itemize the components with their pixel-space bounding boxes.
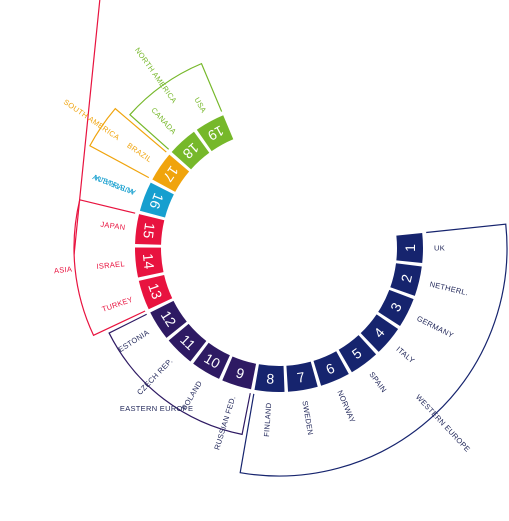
- ring-segment-2: [390, 263, 422, 296]
- segment-number-7: 7: [296, 369, 307, 386]
- ring-segment-9: [222, 356, 257, 390]
- ring-segment-19: [196, 115, 234, 152]
- region-brackets: [73, 0, 508, 477]
- region-label-australia: AUSTRALIA: [92, 173, 137, 197]
- segment-number-2: 2: [398, 273, 415, 284]
- segment-number-19: 19: [205, 122, 227, 144]
- ring-segment-7: [286, 361, 318, 392]
- country-label-6: NORWAY: [335, 389, 357, 424]
- segment-number-12: 12: [158, 308, 180, 330]
- country-label-1: UK: [434, 244, 445, 253]
- segment-number-17: 17: [160, 163, 182, 185]
- country-label-13: TURKEY: [101, 295, 134, 314]
- region-bracket-eastern-europe: [108, 313, 251, 436]
- region-label-asia: ASIA: [54, 265, 73, 276]
- ring-segment-10: [193, 342, 230, 379]
- country-label-17: BRAZIL: [125, 141, 153, 164]
- region-label-south-america: SOUTH AMERICA: [62, 97, 122, 142]
- ring-segment-4: [360, 314, 399, 352]
- country-label-8: FINLAND: [262, 402, 273, 437]
- ring-segment-17: [152, 154, 190, 192]
- segment-number-8: 8: [266, 370, 275, 386]
- country-label-9: RUSSIAN FED.: [212, 395, 237, 451]
- ring-segment-12: [150, 300, 187, 338]
- ring-segment-13: [138, 274, 173, 310]
- country-label-3: GERMANY: [415, 314, 455, 340]
- country-label-19: USA: [193, 96, 209, 115]
- ring-segment-3: [378, 289, 414, 327]
- region-label-western-europe: WESTERN EUROPE: [414, 393, 472, 454]
- country-label-4: ITALY: [394, 345, 416, 366]
- ring-segment-16: [139, 182, 174, 218]
- segment-number-13: 13: [145, 281, 165, 301]
- ring-segment-6: [313, 351, 349, 386]
- segment-number-1: 1: [402, 244, 418, 252]
- region-bracket-western-europe: [239, 223, 508, 477]
- segment-number-15: 15: [140, 222, 158, 240]
- segment-number-10: 10: [202, 350, 224, 372]
- ring-segment-5: [338, 335, 377, 373]
- country-label-7: SWEDEN: [300, 400, 315, 436]
- segment-number-16: 16: [146, 191, 167, 211]
- region-label-north-america: NORTH AMERICA: [133, 46, 179, 105]
- country-label-12: ESTONIA: [117, 328, 151, 354]
- ring-segment-18: [171, 131, 210, 170]
- region-label-eastern-europe: EASTERN EUROPE: [120, 404, 193, 413]
- country-label-18: CANADA: [149, 106, 178, 137]
- ring-segment-15: [135, 214, 165, 245]
- ring-segment-14: [135, 247, 164, 278]
- country-label-15: JAPAN: [100, 220, 126, 232]
- region-bracket-north-america: [129, 62, 223, 150]
- country-label-11: CZECH REP.: [135, 356, 174, 396]
- country-label-2: NETHERL.: [429, 280, 470, 298]
- country-label-5: SPAIN: [367, 370, 388, 394]
- segment-number-14: 14: [140, 253, 158, 270]
- region-bracket-south-america: [89, 107, 167, 179]
- country-label-14: ISRAEL: [96, 259, 125, 271]
- asia-leader-line: [73, 0, 101, 255]
- ring-segment-8: [254, 364, 285, 392]
- ring-segment-1: [396, 232, 423, 264]
- ring-segment-11: [168, 323, 207, 362]
- region-bracket-asia: [73, 199, 146, 337]
